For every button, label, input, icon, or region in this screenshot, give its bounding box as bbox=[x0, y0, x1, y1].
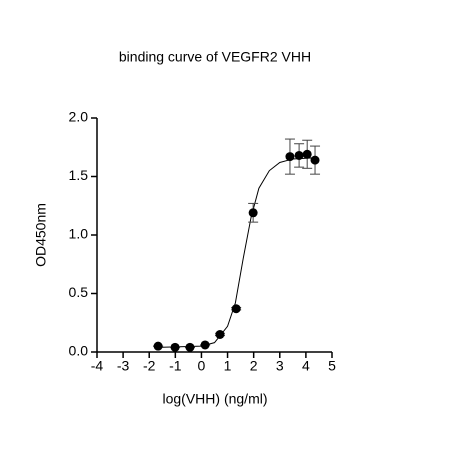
y-tick-label: 1.0 bbox=[69, 226, 89, 242]
data-point bbox=[185, 342, 195, 352]
x-tick-label: 4 bbox=[302, 358, 310, 374]
x-tick-label: 3 bbox=[276, 358, 284, 374]
y-tick-label: 0.5 bbox=[69, 284, 89, 300]
data-point bbox=[285, 152, 295, 162]
x-tick-label: 1 bbox=[224, 358, 232, 374]
fit-curve bbox=[158, 157, 316, 348]
y-tick-label: 2.0 bbox=[69, 109, 89, 125]
data-point bbox=[170, 342, 180, 352]
data-point bbox=[231, 304, 241, 314]
x-tick-label: 0 bbox=[198, 358, 206, 374]
x-tick-label: -1 bbox=[169, 358, 182, 374]
data-point bbox=[153, 341, 163, 351]
data-point bbox=[248, 208, 258, 218]
y-tick-label: 0.0 bbox=[69, 343, 89, 359]
chart-title: binding curve of VEGFR2 VHH bbox=[119, 49, 311, 65]
y-axis-label: OD450nm bbox=[33, 203, 49, 267]
x-tick-label: -4 bbox=[91, 358, 104, 374]
data-point bbox=[294, 150, 304, 160]
data-point bbox=[310, 155, 320, 165]
x-axis-label: log(VHH) (ng/ml) bbox=[162, 391, 267, 407]
x-tick-label: -2 bbox=[143, 358, 156, 374]
data-point bbox=[302, 149, 312, 159]
x-tick-label: 2 bbox=[250, 358, 258, 374]
y-tick-label: 1.5 bbox=[69, 167, 89, 183]
x-tick-label: 5 bbox=[328, 358, 336, 374]
data-point bbox=[215, 329, 225, 339]
x-tick-label: -3 bbox=[117, 358, 130, 374]
data-point bbox=[200, 340, 210, 350]
